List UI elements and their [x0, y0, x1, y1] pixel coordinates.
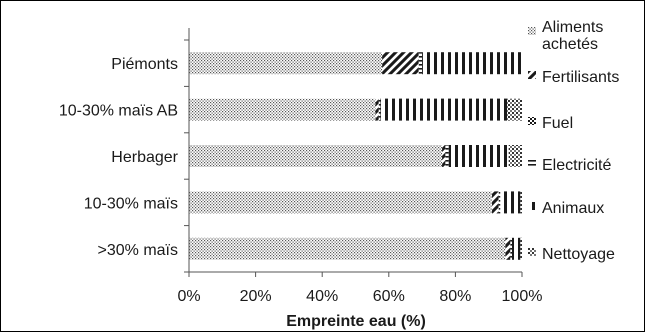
bar-segment [508, 145, 522, 167]
bar-segment [510, 237, 513, 260]
bar-segment [380, 98, 508, 121]
legend-label: Aliments achetés [542, 19, 603, 53]
bar-segment [189, 52, 383, 75]
bar-segment [507, 98, 522, 121]
x-tick-label: 0% [177, 288, 200, 305]
bar-segment [375, 98, 379, 121]
bar-segment [189, 237, 506, 260]
bar-segment [498, 191, 501, 214]
legend-label: Fuel [542, 115, 573, 132]
bar-segment [520, 191, 522, 214]
legend-swatch [528, 202, 536, 210]
bar-segment [520, 237, 522, 260]
legend-label: Electricité [542, 157, 611, 174]
legend-label: Animaux [542, 200, 604, 217]
x-tick-label: 40% [306, 288, 338, 305]
bar-segment [442, 145, 446, 167]
bar-segment [422, 52, 522, 75]
bar-segment [189, 191, 493, 214]
legend-label: Nettoyage [542, 246, 615, 263]
bar-segment [492, 191, 499, 214]
x-tick-label: 20% [240, 288, 272, 305]
y-tick-label: >30% maïs [98, 242, 178, 259]
y-tick-label: 10-30% maïs AB [59, 103, 178, 120]
bar-segment [505, 237, 511, 260]
bar-segment [189, 145, 443, 167]
bar-segment [378, 98, 381, 121]
legend-swatch [528, 71, 536, 79]
bar-segment [189, 98, 376, 121]
y-tick-label: Piémonts [111, 56, 178, 73]
x-tick-label: 60% [373, 288, 405, 305]
bar-segment [382, 52, 419, 75]
legend-swatch [528, 159, 536, 167]
bar-segment [448, 145, 509, 167]
x-tick-label: 80% [439, 288, 471, 305]
x-axis-title: Empreinte eau (%) [286, 313, 426, 330]
x-tick-label: 100% [502, 288, 543, 305]
y-tick-label: 10-30% maïs [84, 195, 178, 212]
legend-swatch [528, 248, 536, 256]
y-tick-label: Herbager [111, 149, 178, 166]
bar-segment [418, 52, 423, 75]
bar-segment [445, 145, 449, 167]
legend-swatch [528, 117, 536, 125]
legend-swatch [528, 27, 536, 35]
bar-segment [500, 191, 521, 214]
legend-label: Fertilisants [542, 69, 619, 86]
bar-segment [512, 237, 521, 260]
